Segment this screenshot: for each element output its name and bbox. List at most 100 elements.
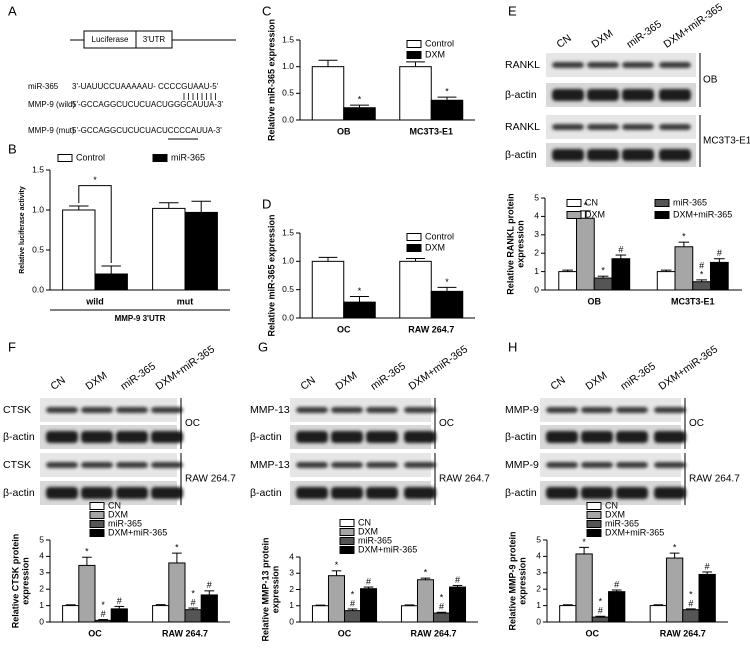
bar: [591, 616, 610, 623]
band: [366, 462, 398, 468]
lane-label: miR-365: [618, 360, 658, 393]
row-label: CTSK: [3, 459, 31, 471]
error-bar: [315, 604, 326, 606]
band: [654, 431, 686, 443]
x-tick-label: RAW 264.7: [408, 324, 454, 334]
box-label: Luciferase: [92, 35, 129, 44]
bar: [311, 66, 345, 121]
significance-mark: *: [351, 589, 355, 599]
row-label: β-actin: [505, 89, 537, 101]
lane-label: CN: [554, 32, 573, 51]
band: [546, 407, 578, 413]
band: [654, 407, 686, 413]
significance-mark: *: [582, 537, 586, 547]
error-bar: [714, 258, 725, 263]
error-bar: [69, 205, 89, 210]
bar: [611, 258, 631, 291]
x-tick-label: OB: [588, 296, 602, 306]
band: [366, 487, 398, 499]
sequence-name: miR-365: [28, 82, 59, 91]
band: [616, 462, 648, 468]
panel-label: B: [8, 141, 17, 156]
error-bar: [580, 210, 591, 219]
sequence: 3'-UAUUCCUAAAAAU- CCCCGUAAU-5': [72, 82, 219, 91]
error-bar: [331, 570, 342, 576]
y-tick-label: 1.0: [32, 204, 44, 214]
box-label: 3'UTR: [143, 35, 166, 44]
sequence-name: MMP-9 (wild): [28, 100, 75, 109]
panel-label: A: [8, 3, 17, 18]
significance-mark: *: [424, 568, 428, 578]
bar: [78, 564, 96, 623]
band: [581, 431, 613, 443]
bar: [110, 608, 128, 623]
error-bar: [452, 584, 463, 588]
significance-mark: *: [358, 286, 362, 296]
band: [622, 89, 654, 101]
row-label: RANKL: [505, 121, 540, 133]
row-label: CTSK: [3, 404, 31, 416]
legend-swatch: [566, 211, 582, 219]
y-tick-label: 1: [289, 600, 294, 610]
y-tick-label: 0: [39, 616, 44, 626]
bar: [200, 594, 218, 623]
bar: [62, 209, 96, 291]
bar: [327, 575, 346, 623]
bar: [433, 612, 451, 623]
legend-label: Control: [425, 38, 454, 48]
row-label: β-actin: [3, 431, 35, 443]
panel-label: H: [508, 339, 517, 354]
legend-label: DXM+miR-365: [108, 527, 167, 537]
error-bar: [696, 279, 707, 282]
significance-mark: *: [101, 600, 105, 610]
band: [552, 149, 584, 161]
error-bar: [702, 571, 713, 575]
band: [46, 487, 78, 499]
y-axis-label: Relative RANKL protein: [505, 193, 515, 294]
error-bar: [172, 552, 182, 563]
error-bar: [406, 61, 425, 67]
band: [296, 407, 328, 413]
legend-label: miR-365: [358, 535, 392, 545]
significance-mark: *: [601, 266, 605, 276]
band: [659, 124, 691, 130]
significance-mark: *: [682, 232, 686, 242]
error-bar: [437, 96, 457, 101]
legend-swatch: [57, 154, 73, 162]
error-bar: [595, 615, 606, 618]
lane-label: CN: [48, 374, 67, 393]
row-label: MMP-9: [505, 459, 539, 471]
y-axis-label: Relative CTSK protein: [10, 534, 20, 629]
y-tick-label: 0.0: [32, 284, 44, 294]
band: [404, 431, 436, 443]
y-tick-label: 2: [534, 247, 539, 257]
significance-mark: *: [689, 589, 693, 599]
legend-swatch: [89, 529, 105, 537]
band: [331, 462, 363, 468]
bar: [152, 605, 170, 623]
band: [81, 462, 113, 468]
group-label: RAW 264.7: [185, 474, 236, 485]
row-label: MMP-13: [250, 459, 290, 471]
base-pairing: [183, 93, 216, 100]
band: [46, 431, 78, 443]
significance-mark: *: [673, 542, 677, 552]
legend-label: Control: [425, 231, 454, 241]
bar: [449, 586, 467, 623]
legend-label: miR-365: [605, 518, 639, 528]
band: [116, 487, 148, 499]
row-label: β-actin: [250, 431, 282, 443]
significance-mark: #: [688, 598, 693, 608]
band: [622, 149, 654, 161]
band: [116, 431, 148, 443]
legend-label: DXM: [585, 209, 605, 219]
significance-mark: *: [440, 593, 444, 603]
y-tick-label: 5: [534, 192, 539, 202]
band: [552, 62, 584, 68]
band: [81, 487, 113, 499]
y-tick-label: 0.0: [282, 312, 294, 322]
legend-label: DXM+miR-365: [358, 544, 417, 554]
legend-label: miR-365: [673, 197, 707, 207]
band: [296, 462, 328, 468]
